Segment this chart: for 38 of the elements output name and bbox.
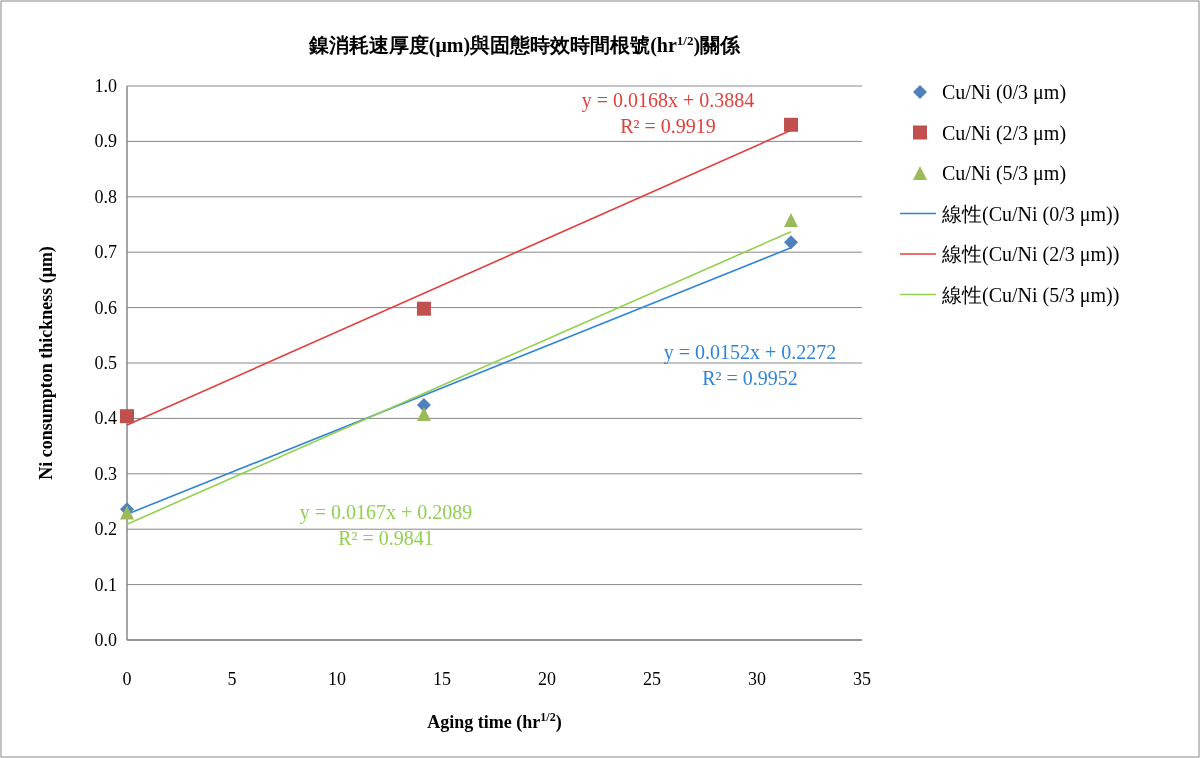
legend-label: Cu/Ni (2/3 μm) (942, 121, 1067, 145)
point (784, 117, 799, 132)
y-tick-label: 0.1 (94, 574, 117, 595)
point (416, 301, 431, 316)
annotation: y = 0.0152x + 0.2272 R² = 0.9952 (663, 341, 837, 389)
y-tick-label: 0.5 (94, 353, 117, 373)
legend-label: 線性(Cu/Ni (0/3 μm)) (941, 202, 1120, 226)
point (416, 406, 431, 421)
point (784, 235, 799, 250)
y-tick-label: 0.9 (94, 131, 117, 152)
point (120, 409, 134, 424)
x-tick-label: 10 (328, 669, 346, 689)
y-tick-label: 0.2 (94, 519, 117, 540)
x-tick-label: 20 (538, 669, 556, 689)
x-tick-label: 25 (643, 669, 661, 689)
y-tick-label: 0.6 (94, 297, 117, 318)
y-tick-label: 0.4 (94, 408, 117, 429)
x-tick-label: 35 (853, 669, 871, 689)
y-tick-label: 0.7 (94, 242, 117, 263)
y-tick-label: 1.0 (94, 76, 117, 96)
x-tick-label: 15 (433, 669, 451, 689)
legend-label: Cu/Ni (5/3 μm) (942, 162, 1067, 185)
legend-label: 線性(Cu/Ni (2/3 μm)) (941, 243, 1120, 266)
y-tick-label: 0.8 (94, 186, 117, 207)
point (416, 398, 431, 413)
x-tick-label: 0 (122, 669, 132, 689)
y-tick-label: 0.3 (94, 463, 117, 484)
y-tick-label: 0.0 (94, 630, 117, 650)
chart-title: 鎳消耗速厚度(μm)與固態時效時間根號(hr$^{1/2}$)關係 (307, 32, 742, 57)
legend-label: 線性(Cu/Ni (5/3 μm)) (941, 283, 1120, 307)
x-tick-label: 30 (748, 669, 766, 689)
x-axis-title: Aging time (hr$^{1/2}$) (427, 710, 562, 733)
legend-label: Cu/Ni (0/3 μm) (942, 81, 1067, 104)
point (784, 213, 799, 228)
annotation: y = 0.0168x + 0.3884 R² = 0.9919 (581, 89, 755, 137)
x-tick-label: 5 (227, 669, 237, 689)
annotation: y = 0.0167x + 0.2089 R² = 0.9841 (299, 501, 473, 549)
y-axis-title: Ni consumpton thickness (μm) (36, 246, 57, 480)
